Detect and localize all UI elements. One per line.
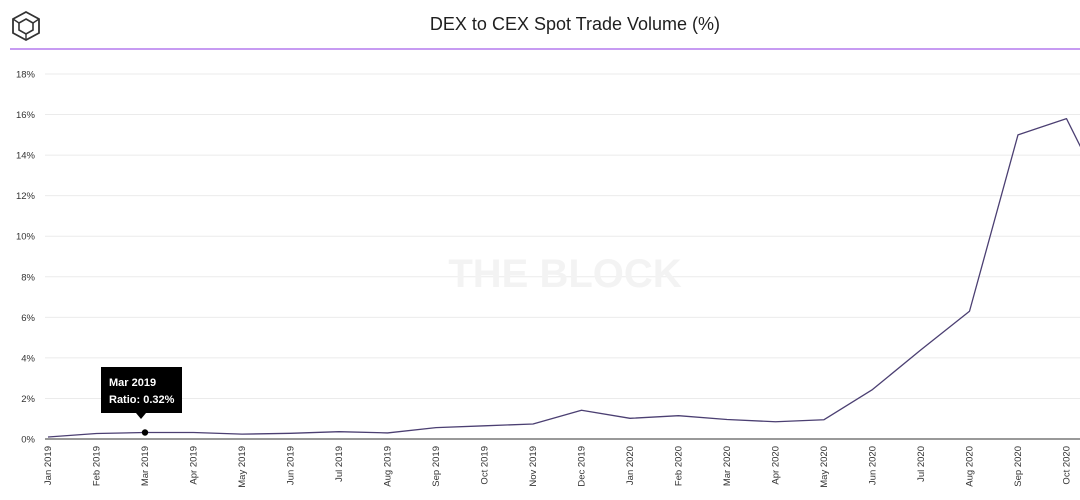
x-tick-label: May 2019 (237, 446, 248, 488)
x-tick-label: Aug 2020 (965, 446, 976, 487)
x-tick-label: Feb 2019 (92, 446, 103, 486)
y-axis: 0% 2% 4% 6% 8% 10% 12% 14% 16% 18% (16, 70, 1080, 446)
grid-lines (45, 73, 1080, 399)
the-block-cube-icon (12, 10, 40, 42)
x-tick-label: Oct 2019 (480, 446, 491, 485)
x-tick-label: Nov 2019 (528, 446, 539, 487)
chart-title: DEX to CEX Spot Trade Volume (%) (429, 14, 721, 34)
tooltip: Mar 2019 Ratio: 0.32% (101, 367, 182, 413)
series-ratio (47, 117, 1080, 438)
x-tick-label: Jul 2020 (916, 446, 927, 482)
x-tick-label: Jun 2020 (868, 446, 879, 485)
header-accent-line (10, 48, 1080, 50)
x-tick-label: Apr 2020 (771, 446, 782, 485)
tooltip-value: Ratio: 0.32% (109, 394, 175, 406)
series-line (47, 117, 1080, 438)
x-tick-label: Sep 2020 (1013, 446, 1024, 487)
y-tick-label: 8% (21, 272, 35, 283)
y-tick-label: 0% (21, 435, 35, 446)
y-tick-label: 12% (16, 191, 36, 202)
x-tick-label: Apr 2019 (189, 446, 200, 485)
y-tick-label: 14% (16, 151, 36, 162)
x-tick-label: Jul 2019 (334, 446, 345, 482)
x-tick-label: Mar 2020 (722, 446, 733, 486)
y-tick-label: 6% (21, 313, 35, 324)
y-tick-label: 2% (21, 394, 35, 405)
x-tick-label: Sep 2019 (431, 446, 442, 487)
y-tick-label: 4% (21, 353, 35, 364)
y-tick-label: 16% (16, 110, 36, 121)
x-tick-label: Mar 2019 (140, 446, 151, 486)
x-tick-label: Jan 2019 (43, 446, 54, 485)
x-tick-label: May 2020 (819, 446, 830, 488)
hover-point-marker[interactable] (141, 429, 149, 436)
y-tick-label: 18% (16, 70, 36, 81)
chart-header: DEX to CEX Spot Trade Volume (%) (0, 0, 1080, 50)
y-tick-label: 10% (16, 232, 36, 243)
x-tick-label: Dec 2019 (577, 446, 588, 487)
tooltip-title: Mar 2019 (109, 377, 157, 389)
chart-area: THE BLOCK 0% 2% 4% 6% 8% 10% 12% 14% 16% 18% Jan … (16, 70, 1080, 488)
tooltip-pointer (136, 413, 146, 419)
markers (141, 429, 149, 436)
x-tick-label: Jun 2019 (286, 446, 297, 485)
x-axis: Jan 2019 Feb 2019 Mar 2019 Apr 2019 May 2019… (43, 446, 1073, 488)
watermark: THE BLOCK (448, 252, 681, 296)
x-tick-label: Feb 2020 (674, 446, 685, 486)
x-tick-label: Jan 2020 (625, 446, 636, 485)
x-tick-label: Aug 2019 (383, 446, 394, 487)
x-tick-label: Oct 2020 (1062, 446, 1073, 485)
